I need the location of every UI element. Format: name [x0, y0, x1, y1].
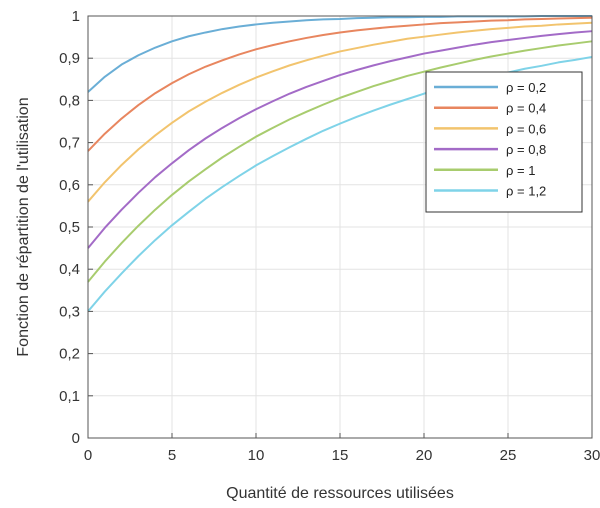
x-tick-label: 15: [332, 447, 349, 464]
y-tick-label: 0,1: [59, 388, 80, 405]
legend-label: ρ = 0,2: [506, 80, 546, 95]
x-tick-label: 30: [584, 447, 600, 464]
y-tick-label: 0,7: [59, 135, 80, 152]
y-tick-label: 0,4: [59, 261, 80, 278]
legend-label: ρ = 0,6: [506, 121, 546, 136]
y-tick-label: 0,5: [59, 219, 80, 236]
y-axis-title: Fonction de répartition de l'utilisation: [15, 97, 32, 356]
legend: ρ = 0,2 ρ = 0,4 ρ = 0,6 ρ = 0,8 ρ = 1 ρ = 1,2: [425, 71, 583, 213]
x-tick-label: 0: [84, 447, 92, 464]
legend-label: ρ = 1,2: [506, 184, 546, 199]
legend-label: ρ = 0,4: [506, 101, 546, 116]
legend-box: [425, 71, 583, 213]
legend-label: ρ = 1: [506, 163, 535, 178]
x-tick-label: 20: [416, 447, 433, 464]
x-tick-label: 25: [500, 447, 517, 464]
y-tick-label: 0,3: [59, 303, 80, 320]
x-tick-label: 5: [168, 447, 176, 464]
axis-ticks: 0 5 10 15 20 25 30 0 0,1 0,2 0,3 0,4 0,5 0,6 0,7 0,8 0,9…: [59, 8, 600, 464]
legend-label: ρ = 0,8: [506, 142, 546, 157]
series-line-3: [87, 21, 593, 203]
y-tick-label: 0: [72, 430, 80, 447]
y-tick-label: 0,8: [59, 92, 80, 109]
y-tick-label: 0,9: [59, 50, 80, 67]
y-tick-label: 0,2: [59, 346, 80, 363]
series-line-2: [87, 16, 593, 152]
x-axis-title: Quantité de ressources utilisées: [226, 485, 454, 502]
series-line-4: [87, 30, 593, 249]
x-tick-label: 10: [248, 447, 265, 464]
series-line-5: [87, 40, 593, 283]
y-tick-label: 1: [72, 8, 80, 25]
y-tick-label: 0,6: [59, 177, 80, 194]
